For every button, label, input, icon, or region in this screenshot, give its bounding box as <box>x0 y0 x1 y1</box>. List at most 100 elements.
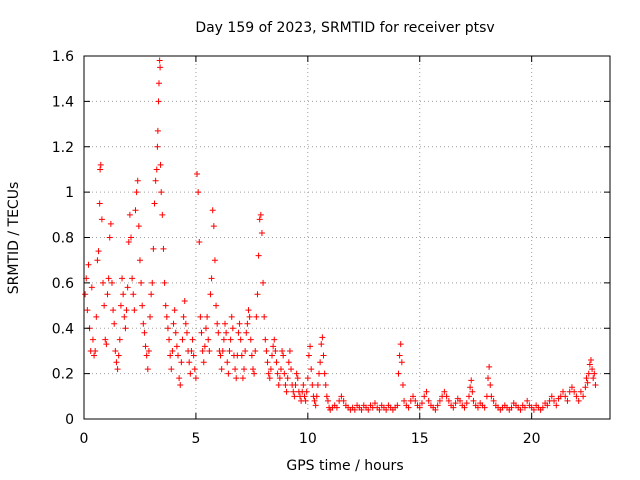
data-point <box>147 313 154 320</box>
data-point <box>284 375 291 382</box>
data-point <box>97 166 104 173</box>
data-point <box>488 393 495 400</box>
data-point <box>217 352 224 359</box>
data-point <box>155 80 162 87</box>
data-point <box>314 381 321 388</box>
data-point <box>269 352 276 359</box>
grid <box>84 56 610 419</box>
data-point <box>189 336 196 343</box>
data-point <box>130 291 137 298</box>
data-point <box>186 359 193 366</box>
data-point <box>485 375 492 382</box>
data-point <box>571 388 578 395</box>
data-point <box>173 343 180 350</box>
data-point <box>97 161 104 168</box>
data-point <box>290 388 297 395</box>
data-point <box>316 370 323 377</box>
data-point <box>155 98 162 105</box>
data-point <box>468 377 475 384</box>
data-point <box>432 406 439 413</box>
data-point <box>582 384 589 391</box>
data-point <box>188 347 195 354</box>
data-point <box>162 302 169 309</box>
data-point <box>111 320 118 327</box>
data-point <box>150 245 157 252</box>
data-point <box>256 216 263 223</box>
data-point <box>123 307 130 314</box>
data-point <box>423 388 430 395</box>
x-axis-title: GPS time / hours <box>286 458 403 474</box>
data-point <box>164 325 171 332</box>
data-point <box>470 397 477 404</box>
data-point <box>461 404 468 411</box>
data-point <box>401 397 408 404</box>
data-point <box>333 404 340 411</box>
data-point <box>197 313 204 320</box>
data-point <box>152 177 159 184</box>
data-point <box>176 375 183 382</box>
data-point <box>371 400 378 407</box>
data-point <box>412 397 419 404</box>
data-point <box>244 320 251 327</box>
data-point <box>96 200 103 207</box>
data-point <box>122 325 129 332</box>
data-point <box>128 234 135 241</box>
data-point <box>397 341 404 348</box>
data-point <box>305 352 312 359</box>
data-point <box>260 279 267 286</box>
data-point <box>251 370 258 377</box>
data-point <box>227 336 234 343</box>
data-point <box>119 275 126 282</box>
data-point <box>112 347 119 354</box>
data-point <box>273 359 280 366</box>
data-point <box>241 366 248 373</box>
data-point <box>134 177 141 184</box>
data-point <box>524 397 531 404</box>
data-point <box>245 307 252 314</box>
data-point <box>584 379 591 386</box>
data-point <box>383 406 390 413</box>
data-point <box>210 223 217 230</box>
data-point <box>163 313 170 320</box>
data-point <box>450 404 457 411</box>
data-point <box>85 261 92 268</box>
y-axis-title: SRMTID / TECUs <box>6 182 22 295</box>
data-point <box>425 397 432 404</box>
data-point <box>280 352 287 359</box>
x-tick-label: 15 <box>411 431 429 447</box>
data-point <box>190 352 197 359</box>
data-point <box>169 347 176 354</box>
data-point <box>265 370 272 377</box>
data-point <box>171 307 178 314</box>
data-point <box>283 388 290 395</box>
data-point <box>151 200 158 207</box>
data-point <box>219 347 226 354</box>
data-point <box>587 357 594 364</box>
data-point <box>317 359 324 366</box>
data-point <box>307 343 314 350</box>
data-point <box>236 320 243 327</box>
data-point <box>194 170 201 177</box>
data-point <box>308 366 315 373</box>
data-point <box>586 361 593 368</box>
data-point <box>463 400 470 407</box>
y-tick-label: 0.2 <box>52 367 74 383</box>
data-point <box>474 404 481 411</box>
data-point <box>191 366 198 373</box>
data-point <box>255 252 262 259</box>
data-point <box>129 275 136 282</box>
data-point <box>262 336 269 343</box>
data-point <box>340 397 347 404</box>
data-point <box>457 397 464 404</box>
data-point <box>207 291 214 298</box>
data-point <box>277 366 284 373</box>
data-point <box>351 406 358 413</box>
data-point <box>376 406 383 413</box>
data-point <box>441 388 448 395</box>
data-point <box>126 211 133 218</box>
data-point <box>247 336 254 343</box>
data-point <box>201 343 208 350</box>
data-point <box>294 375 301 382</box>
data-point <box>590 375 597 382</box>
axis-ticks: 0 0.2 0.4 0.6 0.8 1 1.2 1.4 1.6 0 5 10 15 20 <box>52 49 610 447</box>
